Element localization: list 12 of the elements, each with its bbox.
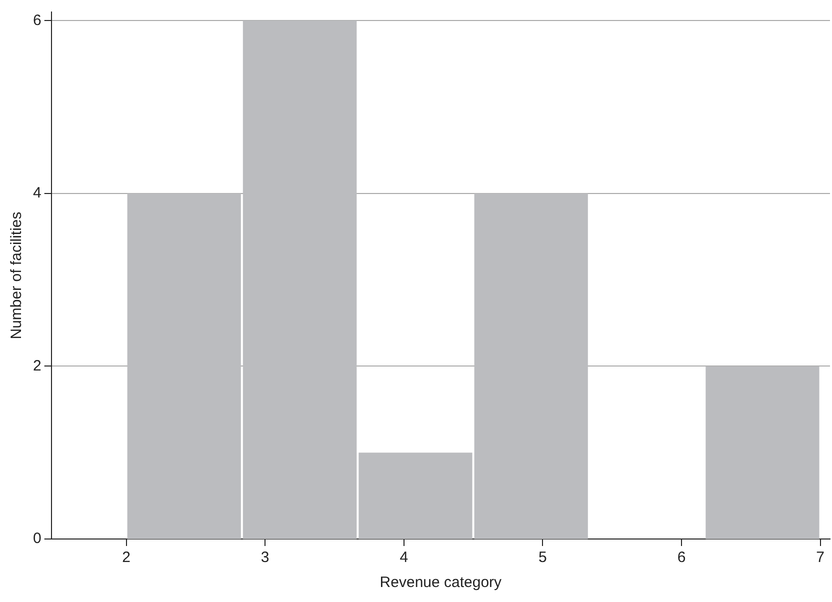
y-tick-label: 4 xyxy=(33,184,42,202)
x-axis-title: Revenue category xyxy=(380,574,502,592)
y-tick-label: 6 xyxy=(33,12,42,29)
y-axis-title: Number of facilities xyxy=(8,212,26,340)
y-tick-label: 0 xyxy=(33,530,42,548)
y-tick-label: 2 xyxy=(33,357,42,374)
x-tick-label: 6 xyxy=(677,549,686,566)
x-tick-label: 4 xyxy=(400,549,408,566)
x-tick-label: 2 xyxy=(122,549,130,566)
x-tick-label: 5 xyxy=(538,549,547,566)
x-tick-label: 7 xyxy=(816,549,824,566)
x-tick-label: 3 xyxy=(260,549,270,566)
